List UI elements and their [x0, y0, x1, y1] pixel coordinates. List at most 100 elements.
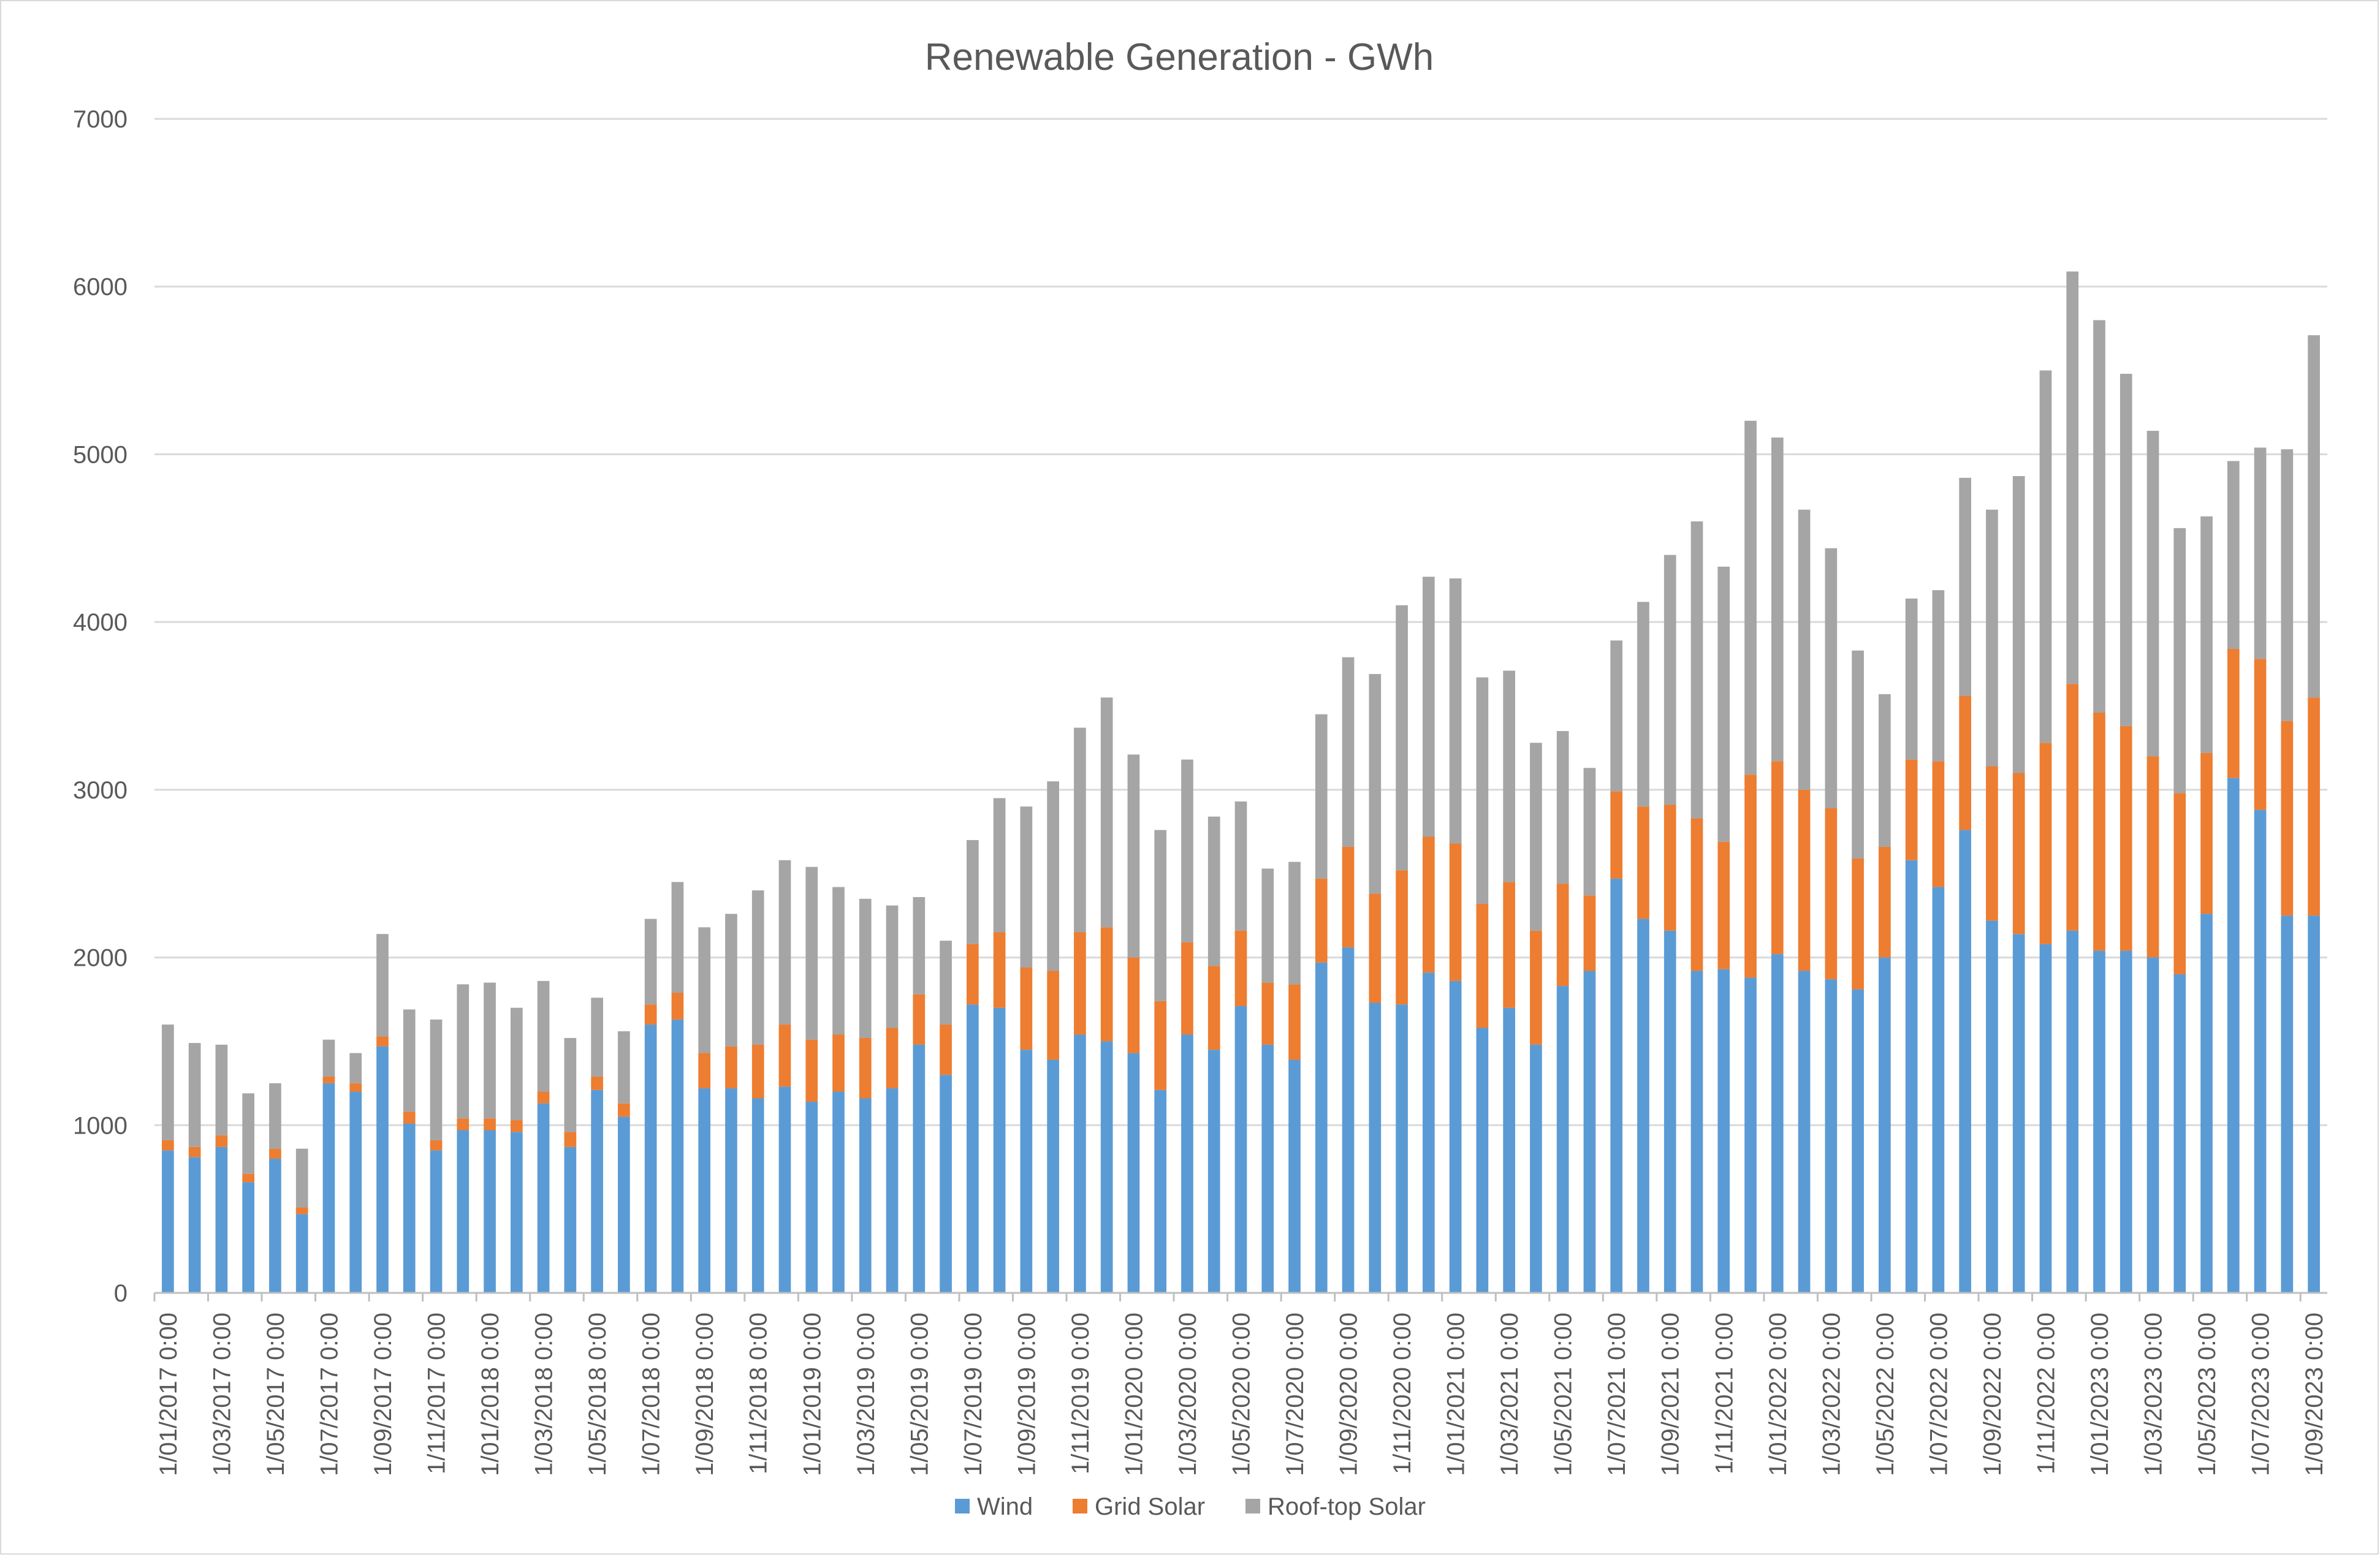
bar-grid-solar — [162, 1140, 174, 1151]
bar-grid-solar — [671, 993, 684, 1020]
y-tick-label: 5000 — [73, 441, 127, 468]
bar-wind — [1556, 986, 1569, 1293]
x-tick-label: 1/05/2023 0:00 — [2194, 1313, 2221, 1476]
bar-roof-top-solar — [1690, 521, 1703, 819]
bar-wind — [1852, 989, 1864, 1293]
bar-roof-top-solar — [1879, 694, 1891, 847]
bar-grid-solar — [1717, 841, 1730, 969]
bar-grid-solar — [1396, 870, 1408, 1005]
bar-roof-top-solar — [1959, 477, 1972, 696]
bar-roof-top-solar — [1234, 801, 1247, 931]
bar-wind — [1503, 1007, 1515, 1293]
bar-roof-top-solar — [215, 1044, 228, 1135]
bar-wind — [1932, 887, 1945, 1293]
bar-roof-top-solar — [269, 1083, 281, 1149]
bar-wind — [1423, 972, 1435, 1293]
bar-wind — [644, 1025, 657, 1293]
bar-roof-top-solar — [1905, 598, 1918, 760]
y-axis-ticks: 0 1000 2000 3000 4000 5000 6000 7000 — [73, 106, 127, 1307]
bar-roof-top-solar — [751, 890, 764, 1045]
bar-wind — [295, 1214, 308, 1293]
bar-wind — [2012, 934, 2025, 1293]
x-tick-label: 1/03/2020 0:00 — [1174, 1313, 1201, 1476]
bar-wind — [269, 1159, 281, 1293]
bar-roof-top-solar — [618, 1031, 630, 1104]
bar-roof-top-solar — [349, 1053, 362, 1083]
bar-roof-top-solar — [1530, 743, 1542, 931]
bars — [162, 271, 2320, 1293]
x-tick-label: 1/11/2019 0:00 — [1067, 1313, 1094, 1474]
bar-roof-top-solar — [2146, 431, 2159, 757]
bar-grid-solar — [2012, 773, 2025, 934]
bar-grid-solar — [376, 1036, 389, 1047]
bar-roof-top-solar — [1074, 727, 1086, 933]
bar-roof-top-solar — [1449, 578, 1462, 844]
x-axis — [153, 1292, 2327, 1301]
bar-grid-solar — [457, 1118, 470, 1131]
x-tick-label: 1/09/2017 0:00 — [370, 1313, 397, 1476]
bar-roof-top-solar — [1396, 605, 1408, 871]
bar-roof-top-solar — [725, 914, 737, 1047]
bar-roof-top-solar — [322, 1039, 335, 1077]
bar-roof-top-solar — [1798, 509, 1811, 790]
bar-grid-solar — [913, 994, 926, 1045]
bar-grid-solar — [1744, 775, 1757, 978]
bar-grid-solar — [1074, 932, 1086, 1035]
bar-wind — [1717, 969, 1730, 1293]
bar-wind — [725, 1088, 737, 1293]
bar-wind — [188, 1157, 201, 1293]
x-tick-label: 1/07/2021 0:00 — [1603, 1313, 1630, 1476]
bar-grid-solar — [1127, 957, 1140, 1053]
bar-wind — [1074, 1034, 1086, 1293]
bar-wind — [1610, 878, 1623, 1293]
bar-roof-top-solar — [1423, 577, 1435, 837]
x-tick-label: 1/11/2020 0:00 — [1389, 1313, 1416, 1474]
bar-grid-solar — [2039, 743, 2052, 944]
x-tick-label: 1/03/2019 0:00 — [853, 1313, 880, 1476]
legend-label: Grid Solar — [1095, 1493, 1205, 1520]
bar-wind — [564, 1146, 577, 1293]
bar-grid-solar — [1476, 903, 1489, 1028]
bar-wind — [1879, 957, 1891, 1293]
bar-wind — [671, 1019, 684, 1293]
bar-roof-top-solar — [242, 1093, 255, 1174]
bar-roof-top-solar — [1100, 697, 1113, 928]
bar-roof-top-solar — [2281, 449, 2294, 721]
bar-grid-solar — [2308, 697, 2320, 916]
bar-wind — [537, 1103, 550, 1293]
bar-grid-solar — [832, 1034, 845, 1092]
bar-wind — [859, 1098, 872, 1293]
bar-wind — [778, 1086, 791, 1293]
bar-grid-solar — [859, 1037, 872, 1099]
gridlines — [154, 118, 2327, 1126]
bar-grid-solar — [751, 1044, 764, 1099]
bar-roof-top-solar — [430, 1019, 443, 1140]
bar-grid-solar — [1986, 766, 1998, 921]
bar-grid-solar — [242, 1173, 255, 1183]
bar-roof-top-solar — [1154, 830, 1167, 1001]
bar-grid-solar — [1905, 759, 1918, 860]
bar-wind — [1369, 1002, 1382, 1293]
bar-roof-top-solar — [1181, 759, 1193, 942]
bar-roof-top-solar — [1288, 862, 1301, 985]
bar-grid-solar — [1959, 695, 1972, 830]
x-tick-label: 1/07/2019 0:00 — [960, 1313, 987, 1476]
x-tick-label: 1/09/2022 0:00 — [1979, 1313, 2006, 1476]
bar-wind — [1663, 930, 1676, 1293]
bar-wind — [1771, 954, 1784, 1293]
bar-wind — [484, 1130, 496, 1293]
bar-roof-top-solar — [2066, 271, 2079, 684]
bar-wind — [940, 1075, 952, 1293]
x-tick-label: 1/09/2019 0:00 — [1013, 1313, 1040, 1476]
x-tick-label: 1/05/2020 0:00 — [1228, 1313, 1255, 1476]
x-tick-label: 1/05/2021 0:00 — [1550, 1313, 1577, 1476]
x-tick-label: 1/01/2019 0:00 — [799, 1313, 826, 1476]
bar-grid-solar — [618, 1103, 630, 1117]
x-tick-label: 1/03/2018 0:00 — [531, 1313, 558, 1476]
bar-grid-solar — [430, 1140, 443, 1151]
y-tick-label: 1000 — [73, 1112, 127, 1139]
bar-wind — [1798, 971, 1811, 1293]
bar-roof-top-solar — [2227, 461, 2240, 649]
bar-roof-top-solar — [1369, 673, 1382, 894]
